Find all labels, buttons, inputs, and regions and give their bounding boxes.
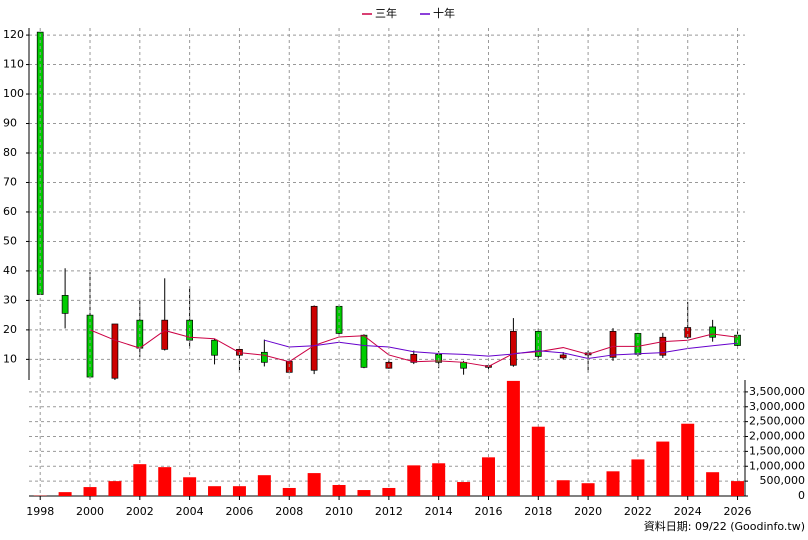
candle-body	[534, 331, 542, 357]
volume-bar	[58, 492, 72, 496]
volume-bar	[631, 459, 645, 496]
x-tick-label: 2006	[225, 505, 253, 518]
candle-body	[161, 319, 169, 350]
x-tick-label: 2020	[574, 505, 602, 518]
x-tick-label: 2000	[76, 505, 104, 518]
footer: 資料日期: 09/22 (Goodinfo.tw)	[644, 519, 805, 533]
volume-bar	[681, 423, 695, 496]
candle-body	[609, 331, 617, 358]
candle-body	[709, 326, 716, 338]
y-tick-label: 3,000,000	[749, 400, 805, 413]
volume-bar	[481, 457, 495, 496]
x-tick-label: 2008	[275, 505, 303, 518]
y-tick-label: 500,000	[760, 474, 806, 487]
y-tick-label: 1,000,000	[749, 459, 805, 472]
volume-bar	[282, 487, 296, 496]
y-tick-label: 110	[3, 58, 24, 71]
volume-bar	[407, 465, 421, 496]
candle-body	[460, 361, 467, 369]
volume-bar	[332, 484, 346, 496]
y-tick-label: 20	[3, 323, 17, 336]
x-tick-label: 2024	[674, 505, 702, 518]
y-tick-label: 30	[3, 293, 17, 306]
x-tick-label: 2002	[126, 505, 154, 518]
y-tick-label: 10	[3, 352, 17, 365]
y-tick-label: 40	[3, 264, 17, 277]
candle-body	[659, 336, 667, 356]
volume-bar	[257, 475, 271, 496]
y-tick-label: 3,500,000	[749, 385, 805, 398]
x-tick-label: 2014	[425, 505, 453, 518]
volume-bar	[506, 380, 520, 496]
volume-bar	[83, 487, 97, 496]
volume-bar	[706, 472, 720, 496]
volume-bar	[581, 483, 595, 496]
volume-bar	[108, 481, 122, 496]
x-tick-label: 2018	[524, 505, 552, 518]
candle-body	[260, 351, 268, 363]
ma-line	[89, 329, 738, 367]
x-tick-label: 2004	[176, 505, 204, 518]
candle-body	[310, 305, 318, 371]
x-tick-label: 2012	[375, 505, 403, 518]
y-tick-label: 2,000,000	[749, 430, 805, 443]
volume-bar	[158, 467, 172, 496]
x-tick-label: 2010	[325, 505, 353, 518]
volume-bar	[606, 471, 620, 496]
y-tick-label: 0	[798, 489, 805, 502]
volume-bar	[656, 441, 670, 496]
x-tick-label: 2016	[474, 505, 502, 518]
y-tick-label: 2,500,000	[749, 415, 805, 428]
x-tick-label: 2026	[724, 505, 752, 518]
y-tick-label: 50	[3, 234, 17, 247]
candle-body	[61, 295, 69, 314]
x-tick-label: 1998	[26, 505, 54, 518]
candle-body	[684, 327, 692, 338]
candle-body	[360, 334, 368, 368]
volume-bar	[457, 482, 471, 496]
candle-body	[111, 323, 119, 379]
volume-bar	[208, 486, 222, 496]
ma-line	[264, 339, 738, 359]
candle-body	[211, 339, 218, 356]
volume-bar	[133, 464, 147, 496]
y-tick-label: 120	[3, 28, 24, 41]
volume-bar	[531, 426, 545, 496]
legend-label: 三年	[375, 6, 397, 20]
candle-body	[410, 354, 418, 363]
volume-bar	[307, 473, 321, 496]
x-tick-label: 2022	[624, 505, 652, 518]
volume-bar	[357, 490, 371, 496]
y-tick-label: 80	[3, 146, 17, 159]
volume-bar	[232, 486, 246, 496]
candle-body	[559, 354, 567, 359]
volume-bar	[432, 463, 446, 496]
volume-bar	[183, 477, 197, 496]
legend-label: 十年	[433, 6, 455, 20]
y-tick-label: 70	[3, 175, 17, 188]
y-tick-label: 1,500,000	[749, 444, 805, 457]
y-tick-label: 100	[3, 87, 24, 100]
candle-body	[510, 331, 517, 366]
y-tick-label: 60	[3, 205, 17, 218]
volume-bar	[556, 480, 570, 496]
volume-bar	[382, 487, 396, 496]
volume-bar	[731, 481, 745, 496]
y-tick-label: 90	[3, 117, 17, 130]
